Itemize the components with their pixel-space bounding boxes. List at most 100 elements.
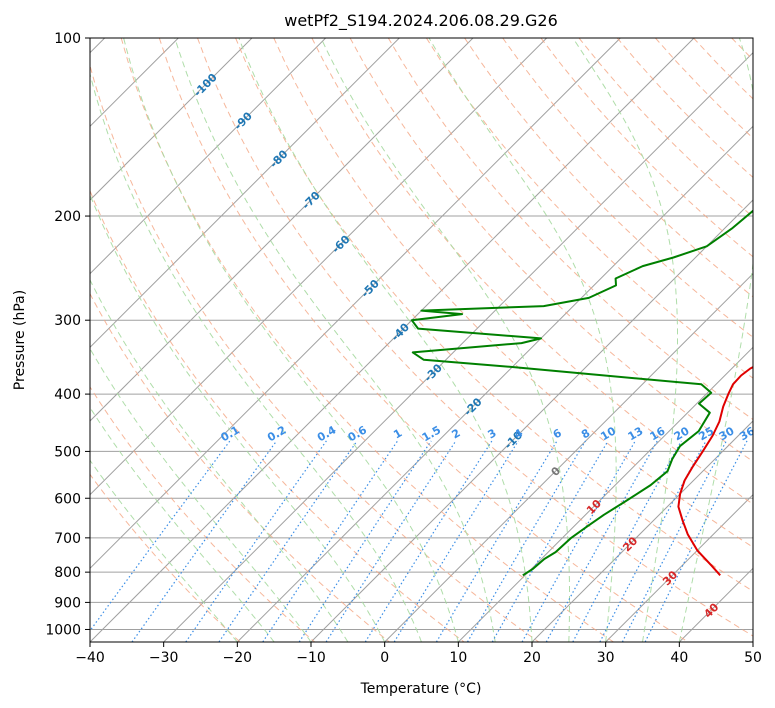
mixing-ratio-line [90,440,231,632]
moist-adiabat-line [90,72,422,642]
temperature-profile-line [677,366,753,576]
mixing-ratio-label: 2 [450,426,463,441]
moist-adiabat-line [238,38,533,642]
mixing-ratio-label: 20 [672,424,692,443]
dry-adiabat-line [197,38,753,637]
x-tick-label: 20 [523,650,541,666]
moist-adiabat-line [90,459,238,642]
mixing-ratio-line [466,440,587,642]
moist-adiabat-line [90,193,386,642]
moist-adiabat-line [90,347,312,642]
isotherm-line [90,38,548,496]
y-axis-ticks: 100 200 300 400 500 600 700 800 900 1000 [45,31,90,638]
x-tick-label: −10 [296,650,326,666]
dry-adiabat-line [90,385,316,642]
mixing-ratio-line [218,440,358,642]
dry-adiabat-line [655,38,753,139]
moist-adiabat-line [678,38,753,642]
isotherm-line [457,346,753,642]
x-tick-label: −30 [149,650,179,666]
dry-adiabat-line [90,63,540,642]
x-tick-label: −40 [75,650,105,666]
dry-adiabat-line [273,38,753,548]
mixing-ratio-line [435,440,558,642]
moist-adiabat-line [572,38,678,642]
isotherm-line [90,38,400,349]
isotherm-line [236,125,753,642]
moist-adiabat-line [174,38,496,642]
moist-adiabat-lines [90,38,753,642]
dry-adiabat-line [387,38,753,421]
mixing-ratio-line [521,440,636,642]
isotherm-line [678,567,753,642]
mixing-ratio-label: 3 [486,426,499,441]
dry-adiabat-line [90,292,390,642]
mixing-ratio-line [262,440,399,642]
y-tick-label: 800 [54,565,81,581]
moist-adiabat-line [428,38,617,642]
dry-adiabat-lines [90,38,775,642]
dry-adiabat-line [158,38,689,642]
moist-adiabat-line [90,278,349,642]
mixing-ratio-lines [90,440,748,642]
isotherm-line [90,38,327,275]
moist-adiabat-line [320,38,570,642]
moist-adiabat-line [90,406,275,642]
dry-adiabat-line [770,38,775,642]
mixing-ratio-line [185,440,327,642]
x-tick-label: 10 [449,650,467,666]
y-tick-label: 500 [54,444,81,460]
mixing-ratio-label: 0.4 [315,423,339,444]
dry-adiabat-line [90,473,241,642]
isotherm-line [310,199,753,642]
isotherm-line [752,641,753,642]
dry-adiabat-line [693,38,753,100]
y-tick-label: 1000 [45,622,81,638]
mixing-ratio-line [545,440,658,642]
x-tick-label: 30 [597,650,615,666]
y-tick-label: 200 [54,209,81,225]
mixing-ratio-label: 13 [626,424,646,443]
y-tick-label: 700 [54,531,81,547]
sounding-profiles [410,209,753,577]
dry-adiabat-line [120,38,614,642]
isotherm-line [90,38,695,642]
y-tick-label: 400 [54,387,81,403]
isotherm-label: -80 [267,147,290,170]
dewpoint-profile-line [410,209,753,577]
dry-adiabat-line [235,38,753,592]
mixing-ratio-labels: 0.1 0.2 0.4 0.6 1 1.5 2 3 4 6 8 10 13 16 20 25 30 36 [218,423,753,444]
mixing-ratio-label: 1 [391,426,404,441]
dry-adiabat-line [425,38,753,379]
y-tick-label: 600 [54,491,81,507]
isotherm-line [163,51,753,642]
isotherm-line [90,38,621,570]
dry-adiabat-line [464,38,753,338]
x-tick-label: 50 [744,650,762,666]
plot-frame [89,37,754,643]
x-tick-label: −20 [223,650,253,666]
x-axis-ticks: −40 −30 −20 −10 0 10 20 30 40 50 [75,642,762,666]
mixing-ratio-line [131,440,278,642]
y-tick-label: 300 [54,313,81,329]
isotherm-line [384,272,753,642]
isotherm-label: -90 [232,109,255,132]
mixing-ratio-line [491,440,609,642]
mixing-ratio-line [325,440,457,642]
mixing-ratio-line [644,440,748,642]
mixing-ratio-label: 0.2 [265,423,288,444]
chart-title: wetPf2_S194.2024.206.08.29.G26 [284,11,558,31]
mixing-ratio-line [393,440,519,642]
mixing-ratio-line [364,440,493,642]
y-axis-title: Pressure (hPa) [12,290,28,390]
plot-area: -100-90-80-70-60-50-40-30-20-10010203040… [90,38,775,642]
mixing-ratio-label: 1.5 [420,423,443,444]
mixing-ratio-line [298,440,432,642]
isotherm-line [90,38,253,201]
y-tick-label: 900 [54,595,81,611]
mixing-ratio-label: 0.6 [346,423,370,444]
isotherm-line [531,420,753,642]
x-tick-label: 0 [380,650,389,666]
mixing-ratio-label: 8 [579,426,592,441]
